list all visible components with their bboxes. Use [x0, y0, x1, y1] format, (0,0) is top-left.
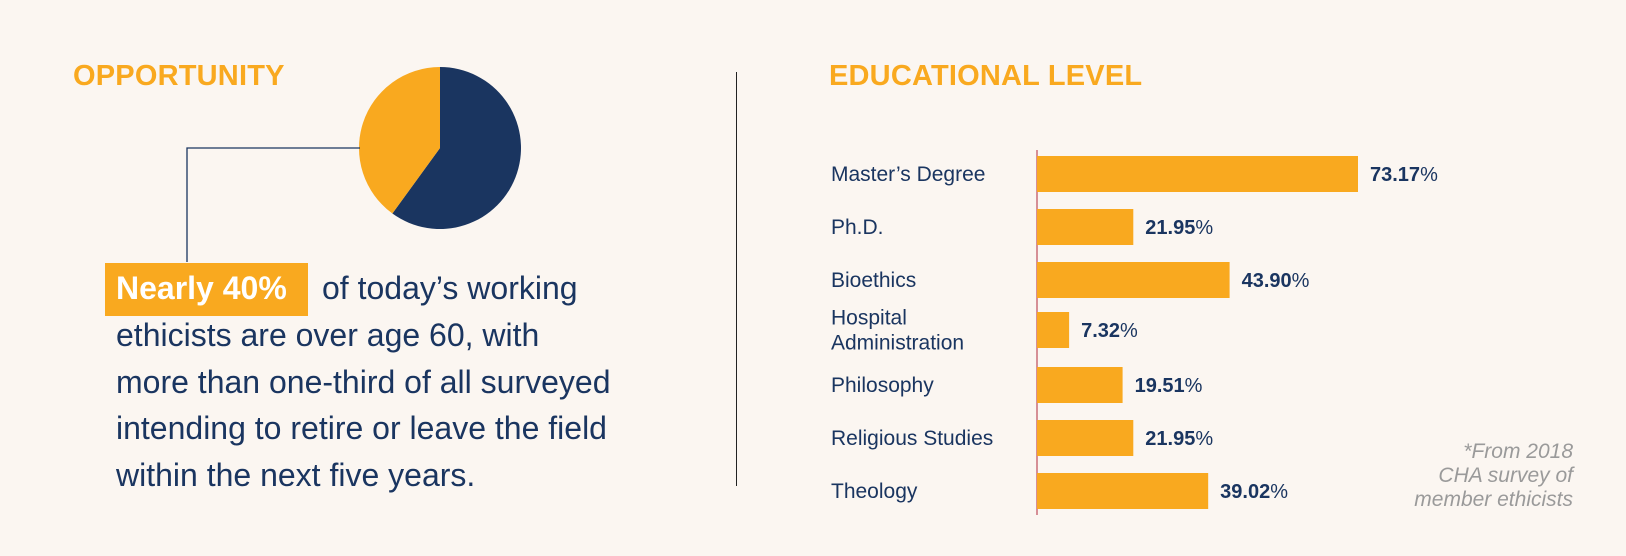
pie-slice-navy	[392, 67, 521, 229]
stat-text-line-2: ethicists are over age 60, with	[116, 317, 540, 353]
bar-3	[1037, 312, 1070, 348]
category-label-0: Master’s Degree	[831, 163, 985, 186]
educational-level-title: EDUCATIONAL LEVEL	[829, 60, 1143, 92]
category-label-4: Philosophy	[831, 374, 934, 397]
leader-line	[186, 147, 360, 262]
highlight-box	[105, 263, 308, 316]
bar-2	[1037, 262, 1230, 298]
highlight-stat: Nearly 40%	[116, 270, 287, 306]
category-label-2: Bioethics	[831, 269, 916, 292]
bar-1	[1037, 209, 1134, 245]
bar-4	[1037, 367, 1123, 403]
category-label-6: Theology	[831, 480, 918, 503]
bar-0	[1037, 156, 1358, 192]
bar-value-label-5: 21.95%	[1145, 428, 1213, 450]
stat-text-line-1: of today’s working	[322, 270, 578, 306]
category-label-5: Religious Studies	[831, 427, 993, 450]
stat-text-line-4: intending to retire or leave the field	[116, 410, 607, 446]
footnote-line-2: CHA survey of	[1438, 464, 1573, 487]
bar-5	[1037, 420, 1134, 456]
pie-chart	[359, 67, 521, 229]
footnote-line-3: member ethicists	[1414, 488, 1573, 511]
bar-value-label-4: 19.51%	[1135, 375, 1203, 397]
bar-value-label-0: 73.17%	[1370, 164, 1438, 186]
bar-value-label-1: 21.95%	[1145, 217, 1213, 239]
section-divider	[736, 72, 737, 486]
footnote-line-1: *From 2018	[1463, 440, 1573, 463]
category-label-3: Hospital Administration	[831, 307, 964, 355]
education-bar-chart: 73.17% Master’s Degree 21.95% Ph.D. 43.90% Bi…	[831, 150, 1438, 515]
category-label-1: Ph.D.	[831, 216, 884, 239]
bar-value-label-2: 43.90%	[1242, 270, 1310, 292]
stat-text-line-5: within the next five years.	[116, 457, 476, 493]
bar-value-label-3: 7.32%	[1081, 320, 1138, 342]
bar-value-label-6: 39.02%	[1220, 481, 1288, 503]
bar-6	[1037, 473, 1209, 509]
stat-text-line-3: more than one-third of all surveyed	[116, 364, 611, 400]
footnote: *From 2018 CHA survey of member ethicist…	[1414, 440, 1573, 512]
opportunity-title: OPPORTUNITY	[73, 60, 285, 92]
pie-slice-orange	[359, 67, 440, 214]
